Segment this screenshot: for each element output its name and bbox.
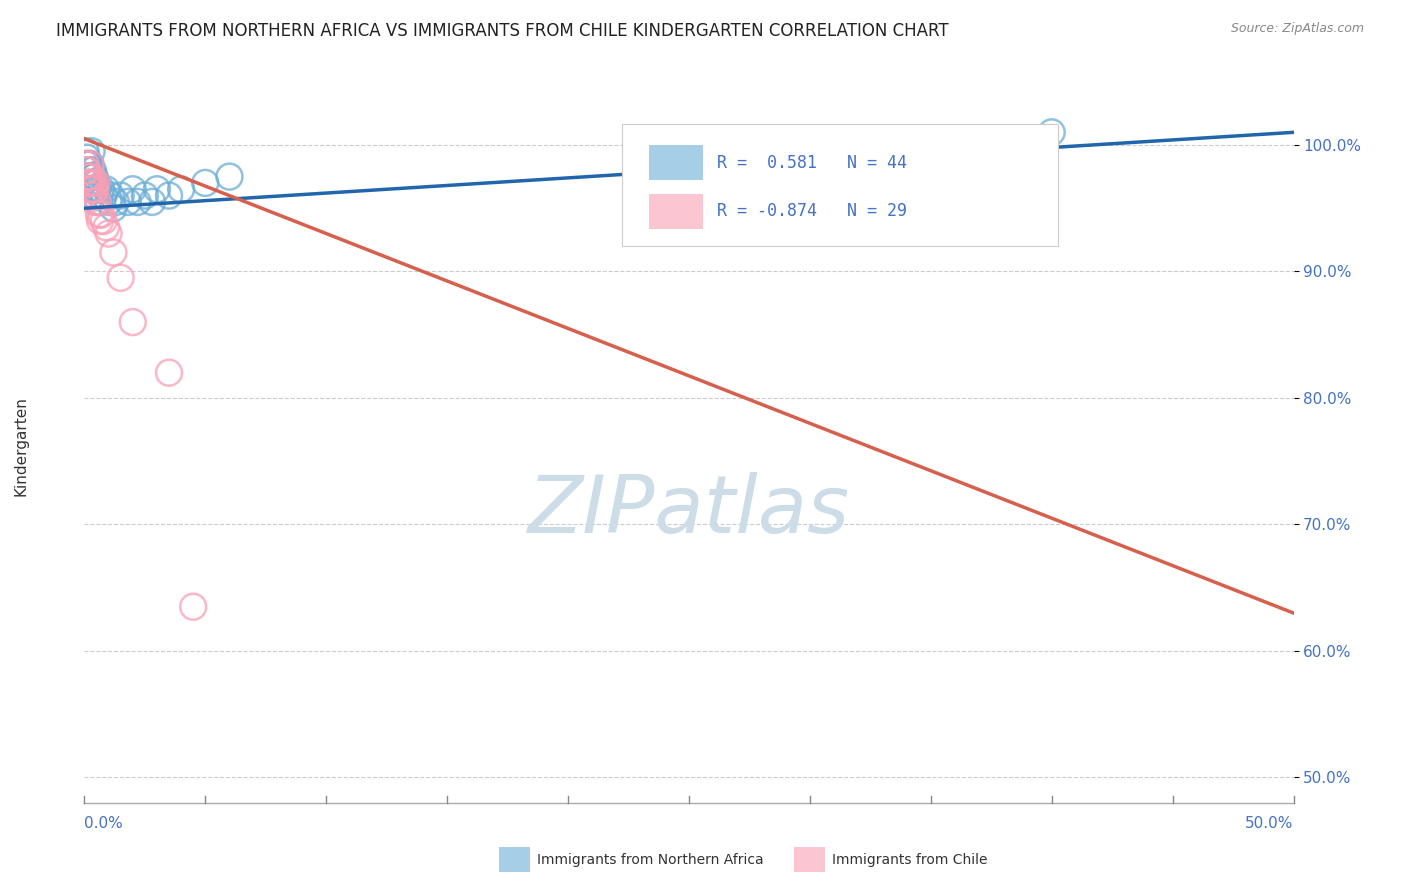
Point (75, 157, 97, 171)
Text: IMMIGRANTS FROM NORTHERN AFRICA VS IMMIGRANTS FROM CHILE KINDERGARTEN CORRELATIO: IMMIGRANTS FROM NORTHERN AFRICA VS IMMIG… (56, 22, 949, 40)
Point (87, 194, 110, 209)
Point (82, 163, 104, 178)
Point (77, 176, 100, 190)
FancyBboxPatch shape (650, 194, 703, 229)
Point (90, 208, 112, 222)
Point (170, 182, 193, 196)
Text: Source: ZipAtlas.com: Source: ZipAtlas.com (1230, 22, 1364, 36)
Point (134, 188, 156, 202)
Point (79, 169, 101, 184)
Point (77, 176, 100, 190)
Point (86, 194, 108, 209)
Point (103, 201, 125, 215)
Point (93, 214, 115, 228)
Point (76, 176, 98, 190)
Point (90, 182, 112, 196)
Point (86, 176, 108, 190)
Point (79, 157, 101, 171)
Point (97, 227, 120, 241)
Point (79, 157, 101, 171)
Point (121, 182, 143, 196)
Point (157, 188, 180, 202)
Text: Kindergarten: Kindergarten (14, 396, 28, 496)
Point (80, 169, 103, 184)
Text: R =  0.581   N = 44: R = 0.581 N = 44 (717, 153, 907, 171)
Point (76, 163, 98, 178)
Point (110, 188, 132, 202)
Point (77, 169, 100, 184)
Point (93, 188, 115, 202)
Point (86, 182, 108, 196)
Point (94, 182, 117, 196)
Point (89, 188, 111, 202)
Point (82, 188, 104, 202)
FancyBboxPatch shape (650, 145, 703, 180)
Point (127, 194, 149, 209)
Point (110, 270, 132, 285)
Point (82, 188, 104, 202)
Point (84, 182, 107, 196)
Point (141, 194, 163, 209)
Point (76, 151, 98, 165)
Point (76, 169, 98, 184)
Point (218, 169, 240, 184)
Point (75, 157, 97, 171)
Point (83, 169, 105, 184)
Point (80, 169, 103, 184)
Point (100, 188, 122, 202)
Point (117, 194, 139, 209)
Point (77, 169, 100, 184)
Point (121, 315, 143, 329)
Text: Immigrants from Northern Africa: Immigrants from Northern Africa (537, 853, 763, 867)
Point (97, 194, 120, 209)
Point (79, 163, 101, 178)
Point (77, 157, 100, 171)
Point (87, 208, 110, 222)
Text: 0.0%: 0.0% (84, 816, 124, 831)
Point (86, 176, 108, 190)
Point (146, 182, 169, 196)
Point (83, 169, 105, 184)
Point (82, 182, 104, 196)
Point (80, 176, 103, 190)
Point (75, 163, 97, 178)
Point (94, 220, 117, 235)
Point (104, 194, 127, 209)
Point (82, 182, 104, 196)
Point (84, 182, 107, 196)
Point (83, 176, 105, 190)
Point (84, 182, 107, 196)
Point (75, 145, 97, 159)
Point (1040, 125, 1063, 139)
Text: Immigrants from Chile: Immigrants from Chile (832, 853, 988, 867)
Text: 50.0%: 50.0% (1246, 816, 1294, 831)
Point (194, 176, 217, 190)
Point (157, 366, 180, 380)
Point (83, 176, 105, 190)
Point (83, 194, 105, 209)
Text: ZIPatlas: ZIPatlas (527, 472, 851, 549)
Point (79, 182, 101, 196)
Text: R = -0.874   N = 29: R = -0.874 N = 29 (717, 202, 907, 220)
Point (76, 163, 98, 178)
Point (77, 176, 100, 190)
Point (89, 214, 111, 228)
FancyBboxPatch shape (623, 125, 1057, 246)
Point (103, 245, 125, 260)
Point (80, 145, 103, 159)
Point (181, 599, 204, 614)
